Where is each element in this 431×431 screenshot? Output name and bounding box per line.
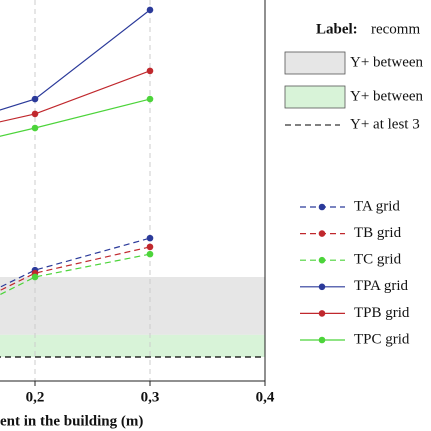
legend-swatch: [318, 283, 326, 291]
legend-label: TPA grid: [354, 278, 409, 294]
x-tick-label: 0,3: [141, 389, 160, 405]
point: [31, 124, 39, 132]
point: [31, 95, 39, 103]
point: [146, 234, 154, 242]
legend-label: Y+ between: [350, 88, 424, 104]
legend-label: TPB grid: [354, 305, 410, 321]
legend-label: Y+ at lest 3: [350, 116, 420, 132]
legend-label: TC grid: [354, 252, 402, 268]
legend-swatch: [318, 256, 326, 264]
legend-label: TPC grid: [354, 331, 410, 347]
point: [146, 67, 154, 75]
legend-swatch: [318, 203, 326, 211]
legend-swatch: [318, 230, 326, 237]
point: [31, 273, 39, 281]
legend-swatch: [318, 336, 326, 344]
legend-label: Y+ between: [350, 54, 424, 70]
series-line: [0, 70, 151, 123]
legend-swatch: [284, 51, 346, 75]
x-tick-label: 0,2: [26, 389, 45, 405]
point: [146, 250, 154, 258]
point: [146, 243, 154, 251]
point: [146, 95, 154, 103]
legend-title: Label:: [316, 21, 358, 37]
point: [146, 6, 154, 14]
legend-label: TA grid: [354, 198, 400, 214]
band: [0, 334, 265, 357]
legend-swatch: [284, 85, 346, 109]
legend-swatch: [318, 310, 326, 317]
x-tick-label: 0,4: [256, 389, 275, 405]
band: [0, 276, 265, 335]
x-axis-label: ent in the building (m): [0, 413, 143, 429]
point: [31, 110, 39, 118]
series-line: [0, 98, 151, 137]
legend-label: TB grid: [354, 225, 402, 241]
legend-subtitle: recomm: [371, 21, 420, 37]
